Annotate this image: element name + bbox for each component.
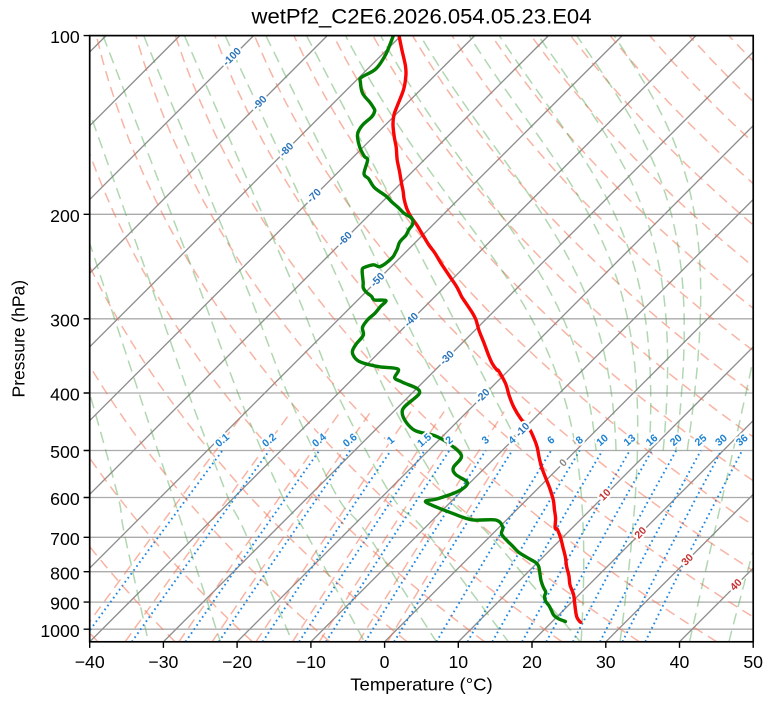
- svg-text:10: 10: [448, 652, 468, 672]
- svg-text:100: 100: [50, 27, 80, 47]
- svg-text:1000: 1000: [40, 621, 80, 641]
- svg-text:400: 400: [50, 385, 80, 405]
- svg-text:900: 900: [50, 594, 80, 614]
- svg-text:50: 50: [743, 652, 763, 672]
- svg-text:0: 0: [380, 652, 390, 672]
- svg-text:200: 200: [50, 206, 80, 226]
- svg-text:−10: −10: [296, 652, 326, 672]
- svg-text:Temperature (°C): Temperature (°C): [350, 674, 493, 694]
- svg-text:800: 800: [50, 563, 80, 583]
- svg-text:600: 600: [50, 489, 80, 509]
- svg-text:−20: −20: [222, 652, 252, 672]
- svg-text:500: 500: [50, 442, 80, 462]
- svg-text:−40: −40: [75, 652, 105, 672]
- svg-text:wetPf2_C2E6.2026.054.05.23.E04: wetPf2_C2E6.2026.054.05.23.E04: [250, 4, 591, 29]
- svg-text:Pressure (hPa): Pressure (hPa): [8, 280, 28, 398]
- svg-text:30: 30: [596, 652, 616, 672]
- svg-text:40: 40: [670, 652, 690, 672]
- svg-text:−30: −30: [148, 652, 178, 672]
- svg-text:20: 20: [522, 652, 542, 672]
- svg-text:300: 300: [50, 310, 80, 330]
- svg-text:700: 700: [50, 529, 80, 549]
